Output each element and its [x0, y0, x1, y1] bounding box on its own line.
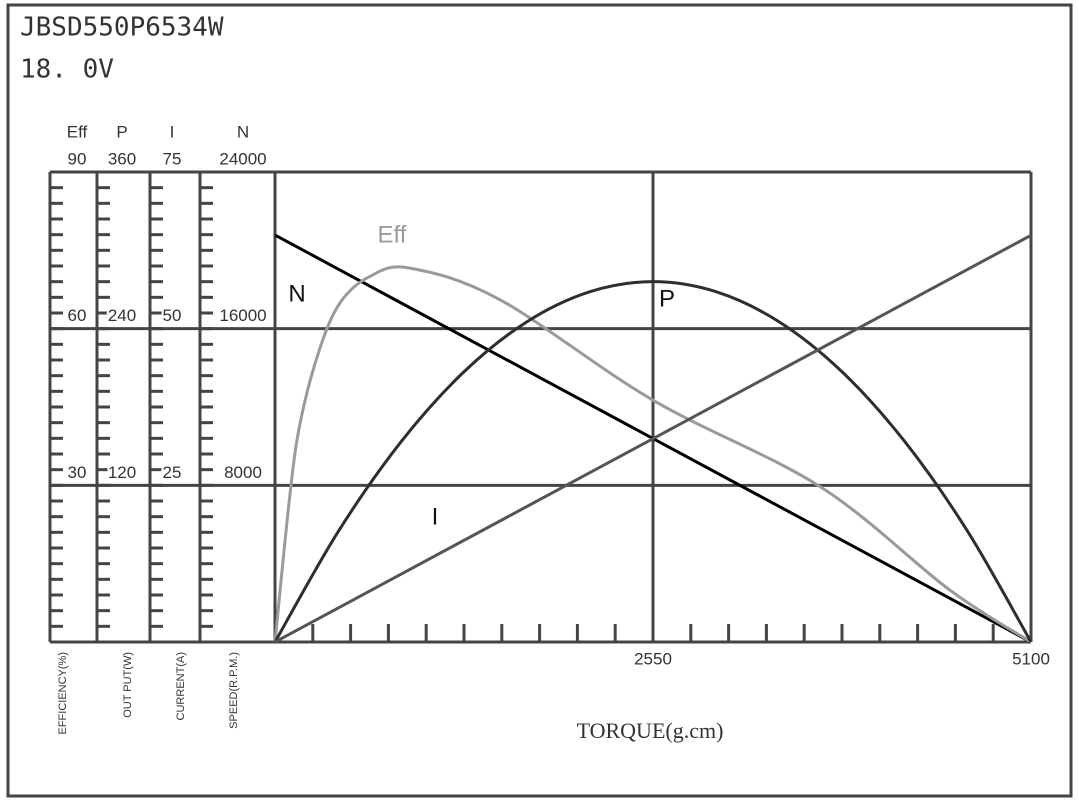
y-tick-label: 25 — [163, 463, 182, 482]
axis-name: N — [237, 122, 249, 141]
y-tick-label: 60 — [68, 306, 87, 325]
curve-label: N — [288, 280, 305, 307]
axis-name: Eff — [67, 122, 88, 141]
chart-subtitle: 18. 0V — [20, 55, 114, 85]
curve-label: Eff — [378, 221, 407, 248]
x-tick-label: 5100 — [1012, 649, 1050, 668]
y-tick-label: 240 — [108, 306, 136, 325]
curve — [273, 265, 1032, 644]
curve — [273, 280, 1033, 643]
y-tick-label: 30 — [68, 463, 87, 482]
axis-name: I — [170, 122, 175, 141]
y-tick-label: 8000 — [224, 463, 262, 482]
y-tick-label: 50 — [163, 306, 182, 325]
x-tick-label: 2550 — [634, 649, 672, 668]
x-axis-title: TORQUE(g.cm) — [577, 718, 724, 743]
axis-label: CURRENT(A) — [175, 652, 187, 720]
y-tick-label: 90 — [68, 149, 87, 168]
axis-label: OUT PUT(W) — [122, 652, 134, 718]
frame — [6, 3, 1073, 798]
y-tick-label: 360 — [108, 149, 136, 168]
y-tick-label: 16000 — [219, 306, 266, 325]
axis-label: EFFICIENCY(%) — [57, 652, 69, 735]
curve — [274, 233, 1032, 644]
y-tick-label: 75 — [163, 149, 182, 168]
y-tick-label: 24000 — [219, 149, 266, 168]
chart-title: JBSD550P6534W — [20, 13, 224, 43]
y-tick-label: 120 — [108, 463, 136, 482]
curve-label: I — [432, 503, 439, 530]
axis-name: P — [116, 122, 127, 141]
curve-label: P — [659, 285, 675, 312]
axis-label: SPEED(R.P.M.) — [228, 652, 240, 729]
